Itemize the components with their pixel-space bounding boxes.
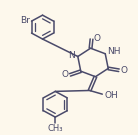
Text: NH: NH bbox=[107, 47, 121, 56]
Text: Br: Br bbox=[20, 16, 30, 25]
Text: N: N bbox=[68, 51, 75, 60]
Text: O: O bbox=[94, 34, 100, 43]
Text: OH: OH bbox=[104, 91, 118, 100]
Text: O: O bbox=[61, 70, 68, 79]
Text: O: O bbox=[121, 66, 128, 75]
Text: CH₃: CH₃ bbox=[47, 124, 63, 134]
